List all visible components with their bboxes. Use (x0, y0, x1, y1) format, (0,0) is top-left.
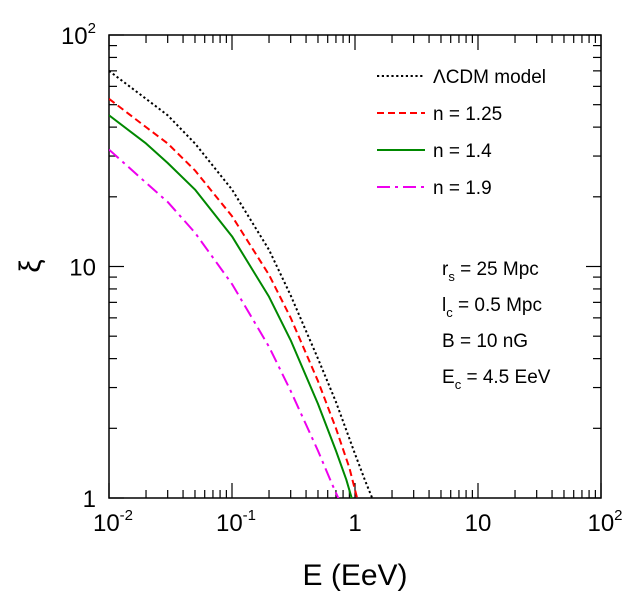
x-tick-label: 10-1 (216, 507, 256, 537)
legend-label: n = 1.25 (433, 104, 502, 125)
annotation-text: B = 10 nG (442, 331, 528, 352)
x-tick-labels: 10-2 10-1 1 10 102 (93, 507, 623, 537)
y-axis-title: ξ (14, 259, 47, 272)
legend-label: n = 1.9 (433, 178, 492, 199)
series-line (109, 148, 340, 498)
series-line (109, 98, 359, 498)
legend-label: n = 1.4 (433, 141, 492, 162)
annotation-text: Ec = 4.5 EeV (442, 367, 551, 392)
series-line (109, 70, 374, 498)
y-tick-labels: 1 10 102 (61, 20, 96, 513)
legend-label: ΛCDM model (433, 67, 546, 88)
axis-ticks (108, 34, 602, 499)
parameter-annotations: rs = 25 Mpc lc = 0.5 Mpc B = 10 nG Ec = 4.5… (442, 259, 551, 392)
x-tick-label: 10-2 (93, 507, 133, 537)
series-line (109, 114, 353, 498)
x-tick-label: 1 (348, 510, 361, 537)
y-tick-label: 102 (61, 20, 96, 50)
x-tick-label: 10 (465, 510, 492, 537)
legend: ΛCDM model n = 1.25 n = 1.4 n = 1.9 (377, 67, 546, 199)
y-tick-label: 10 (69, 255, 96, 282)
y-tick-label: 1 (83, 486, 96, 513)
series-lines (109, 70, 374, 498)
x-tick-label: 102 (587, 507, 622, 537)
annotation-text: rs = 25 Mpc (442, 259, 539, 284)
annotation-text: lc = 0.5 Mpc (442, 295, 542, 320)
x-axis-title: E (EeV) (302, 559, 407, 592)
